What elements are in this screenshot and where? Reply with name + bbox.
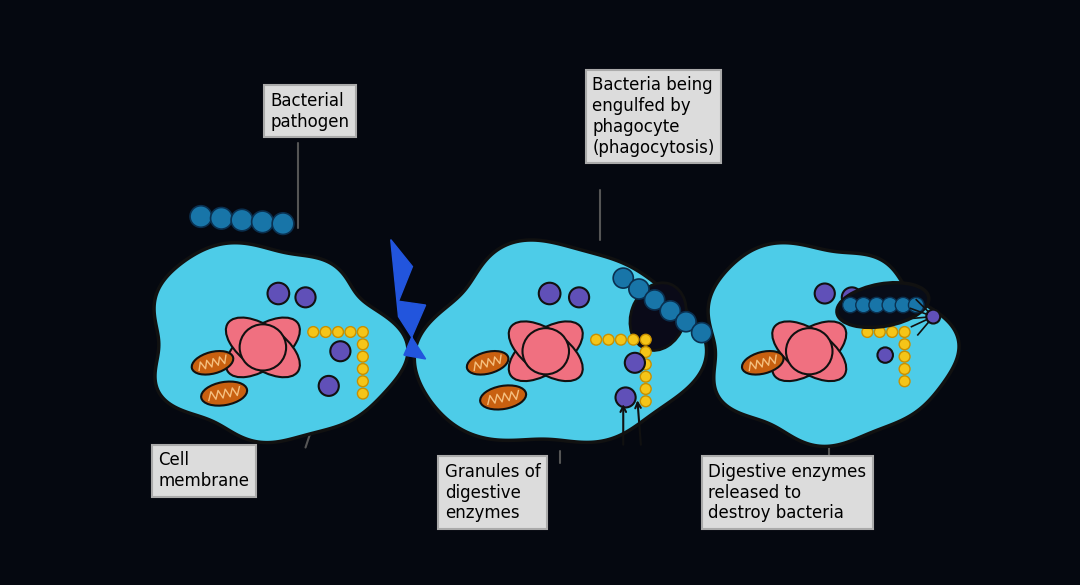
Circle shape (616, 334, 626, 345)
Ellipse shape (509, 321, 583, 381)
Polygon shape (391, 240, 426, 359)
Circle shape (330, 341, 350, 362)
Circle shape (603, 334, 613, 345)
Ellipse shape (523, 328, 569, 374)
Circle shape (625, 353, 645, 373)
Circle shape (900, 376, 910, 387)
Ellipse shape (630, 283, 686, 350)
Circle shape (357, 351, 368, 362)
Circle shape (345, 326, 356, 338)
Circle shape (627, 334, 638, 345)
Circle shape (676, 312, 696, 332)
Circle shape (900, 351, 910, 362)
Circle shape (640, 334, 651, 345)
Text: Bacteria being
engulfed by
phagocyte
(phagocytosis): Bacteria being engulfed by phagocyte (ph… (592, 77, 715, 157)
Polygon shape (708, 243, 959, 446)
Polygon shape (415, 240, 706, 442)
Ellipse shape (226, 318, 300, 377)
Circle shape (869, 297, 885, 313)
Circle shape (855, 297, 872, 313)
Circle shape (272, 213, 294, 235)
Circle shape (900, 326, 910, 338)
Circle shape (321, 326, 332, 338)
Circle shape (645, 290, 664, 310)
Circle shape (211, 208, 232, 229)
Ellipse shape (226, 318, 300, 377)
Circle shape (640, 359, 651, 370)
Circle shape (591, 334, 602, 345)
Circle shape (357, 339, 368, 350)
Circle shape (895, 297, 910, 313)
Circle shape (927, 309, 941, 324)
Circle shape (882, 297, 897, 313)
Circle shape (900, 363, 910, 374)
Circle shape (841, 287, 862, 307)
Ellipse shape (772, 321, 847, 381)
Circle shape (616, 387, 636, 408)
Circle shape (877, 347, 893, 363)
Ellipse shape (509, 321, 583, 381)
Circle shape (691, 323, 712, 343)
Circle shape (660, 301, 680, 321)
Circle shape (908, 297, 924, 313)
Ellipse shape (481, 386, 526, 410)
Circle shape (640, 396, 651, 407)
Circle shape (296, 287, 315, 307)
Circle shape (190, 206, 212, 228)
Circle shape (357, 363, 368, 374)
Circle shape (569, 287, 590, 307)
Circle shape (539, 283, 561, 304)
Text: Granules of
digestive
enzymes: Granules of digestive enzymes (445, 463, 541, 522)
Ellipse shape (772, 321, 847, 381)
Circle shape (268, 283, 289, 304)
Circle shape (640, 371, 651, 382)
Circle shape (357, 388, 368, 399)
Circle shape (640, 384, 651, 394)
Circle shape (357, 376, 368, 387)
Ellipse shape (201, 381, 247, 405)
Text: Bacterial
pathogen: Bacterial pathogen (271, 92, 350, 130)
Polygon shape (154, 243, 408, 443)
Ellipse shape (837, 283, 929, 328)
Circle shape (357, 326, 368, 338)
Circle shape (814, 284, 835, 304)
Circle shape (308, 326, 319, 338)
Circle shape (640, 347, 651, 357)
Circle shape (613, 268, 633, 288)
Ellipse shape (192, 351, 233, 374)
Ellipse shape (240, 324, 286, 370)
Circle shape (629, 279, 649, 299)
Text: Digestive enzymes
released to
destroy bacteria: Digestive enzymes released to destroy ba… (708, 463, 866, 522)
Circle shape (842, 297, 859, 313)
Circle shape (252, 211, 273, 233)
Circle shape (862, 326, 873, 338)
Text: Cell
membrane: Cell membrane (159, 452, 249, 490)
Circle shape (319, 376, 339, 396)
Circle shape (887, 326, 897, 338)
Circle shape (875, 326, 886, 338)
Circle shape (900, 339, 910, 350)
Circle shape (231, 209, 253, 231)
Ellipse shape (467, 351, 509, 374)
Circle shape (333, 326, 343, 338)
Ellipse shape (742, 351, 783, 374)
Ellipse shape (786, 328, 833, 374)
